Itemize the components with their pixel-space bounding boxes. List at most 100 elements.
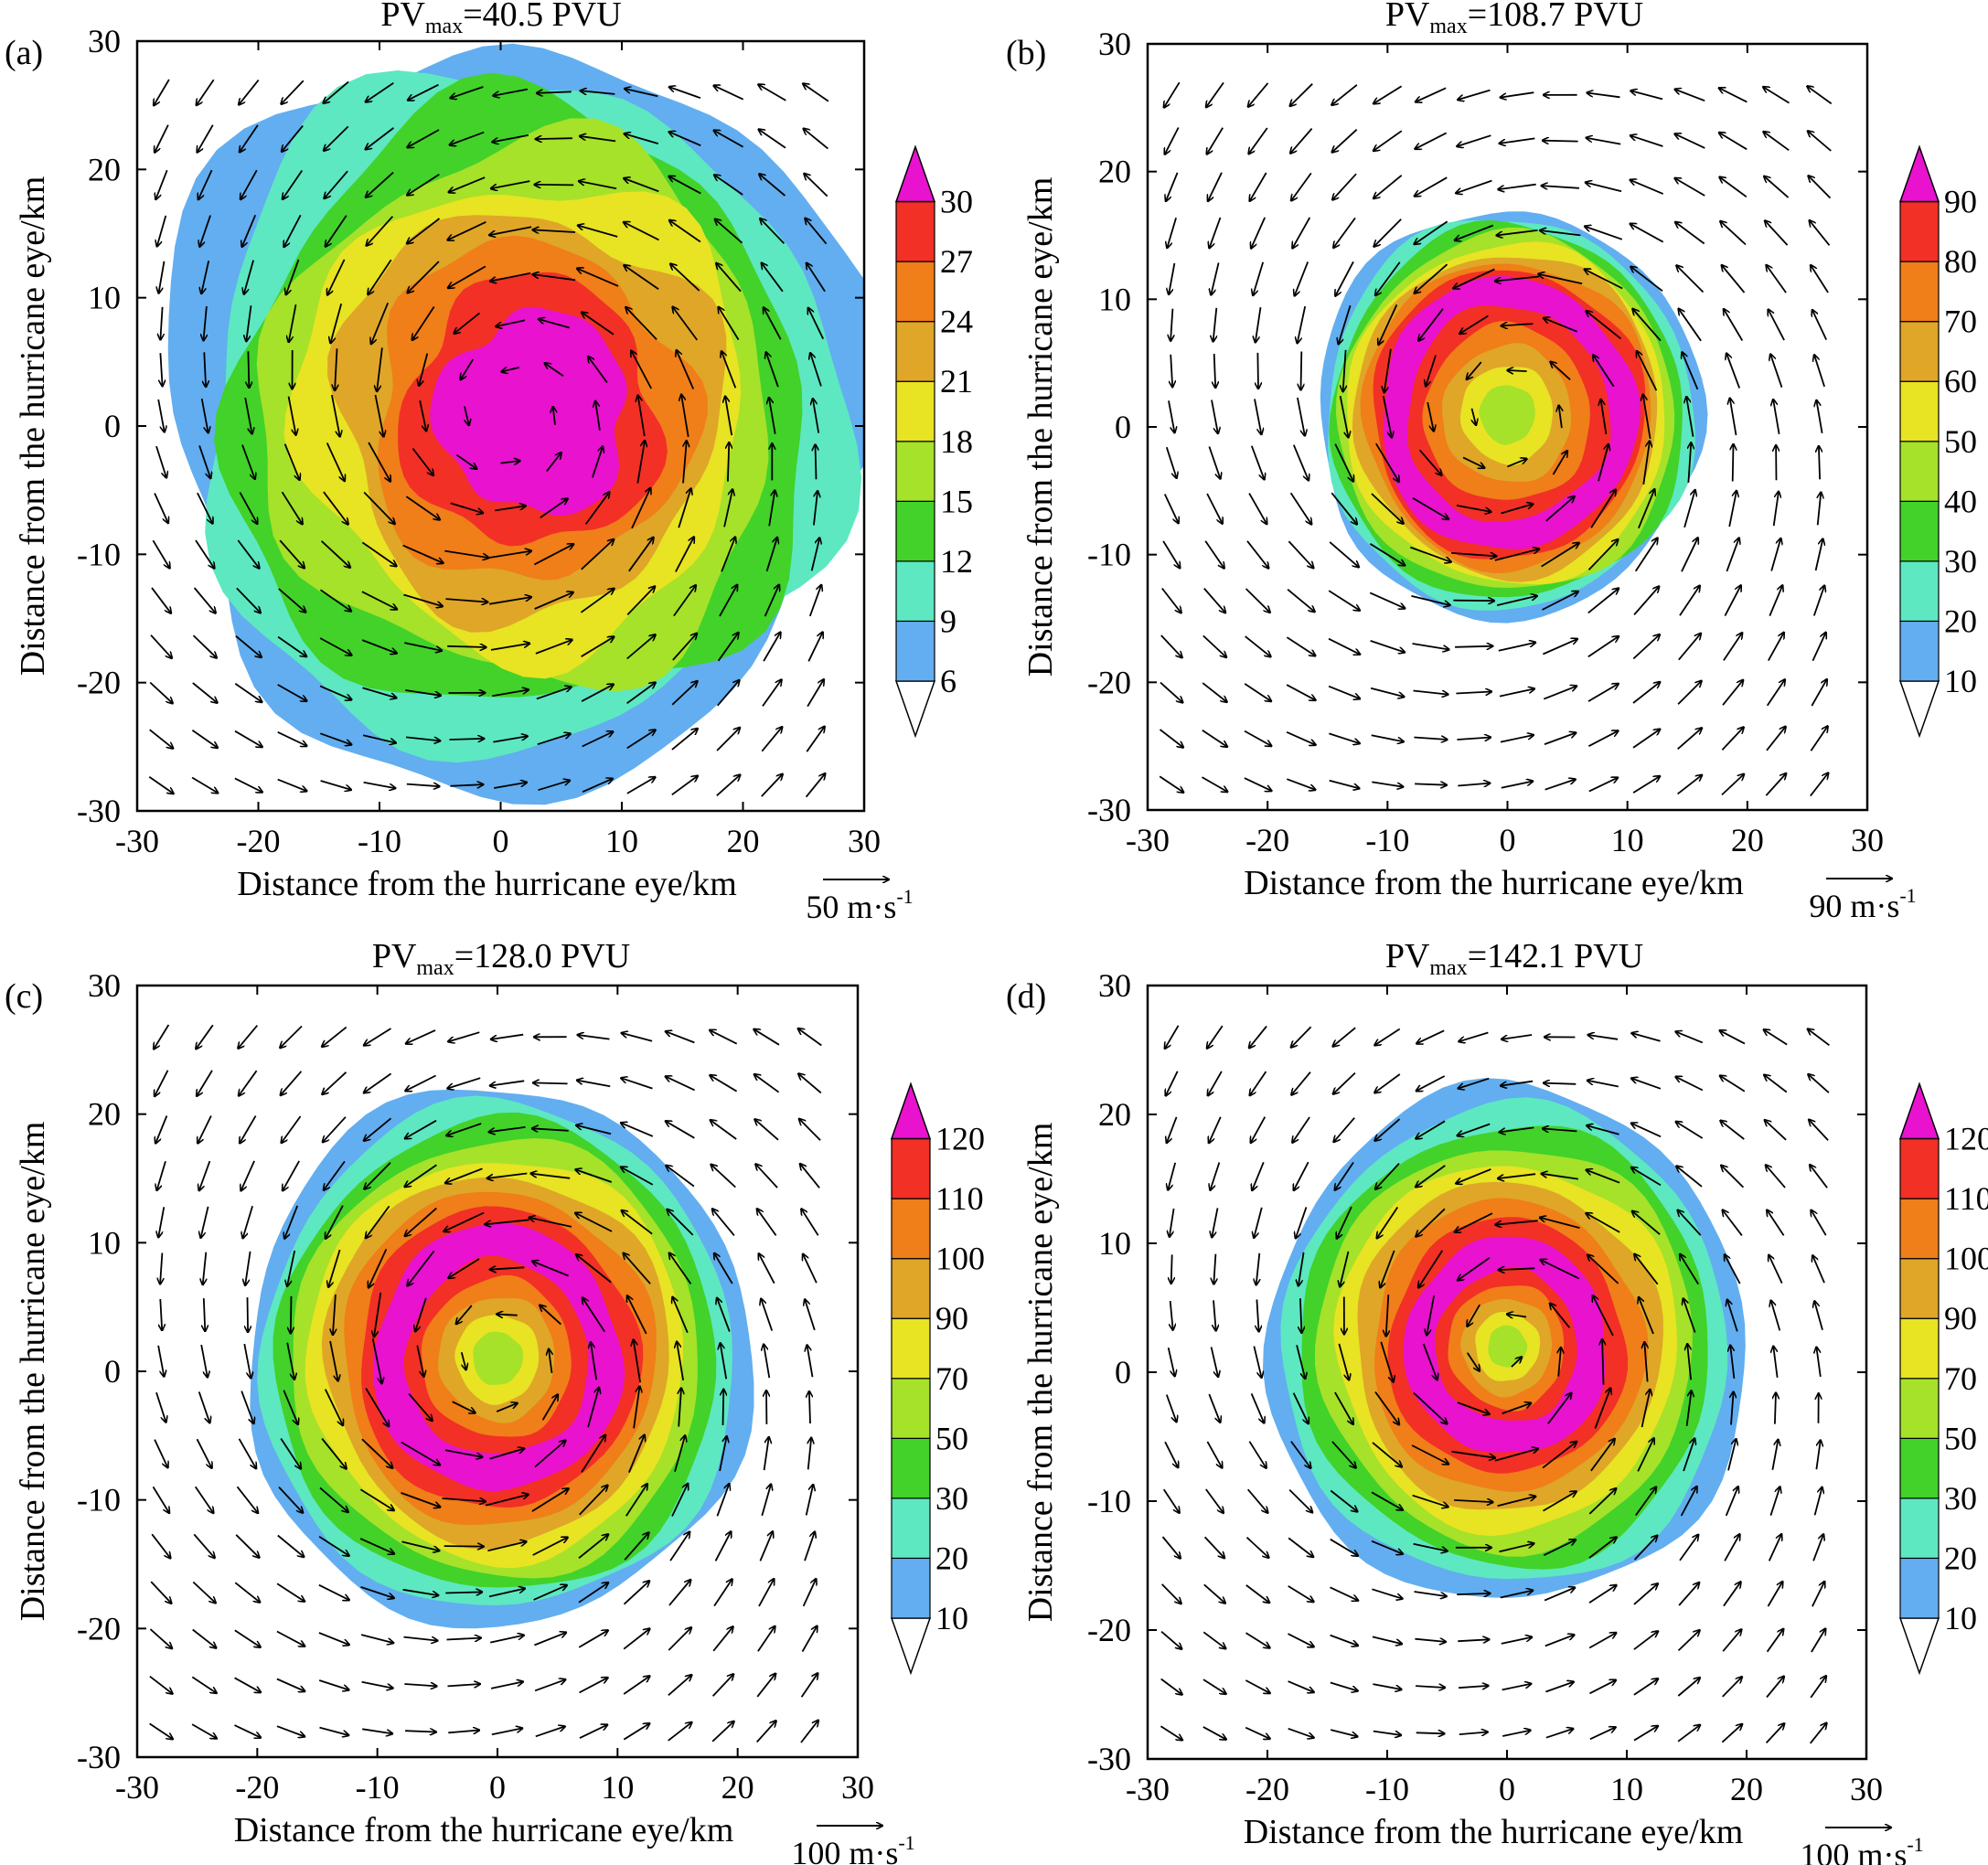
wind-arrow [541,1394,559,1421]
wind-arrow [489,597,531,605]
wind-arrow [1812,633,1825,662]
y-tick-label: -20 [1087,1612,1131,1648]
wind-arrow [1766,1629,1784,1653]
wind-arrow [496,319,526,326]
wind-arrow [1377,1207,1399,1239]
wind-arrow [326,442,345,482]
wind-arrow [490,644,529,651]
wind-arrow [154,79,170,105]
panel-label: (c) [5,977,43,1016]
y-axis-label: Distance from the hurricane eye/km [1021,1123,1060,1623]
y-tick-label: 20 [88,151,121,187]
panel-title: PVmax=108.7 PVU [1385,0,1643,38]
wind-arrow [626,586,655,616]
colorbar-label: 30 [935,1480,968,1517]
wind-arrow [1542,186,1579,188]
wind-arrow [1457,1593,1490,1594]
wind-arrow [535,1726,565,1738]
wind-arrow [1456,179,1492,194]
wind-arrow [1585,227,1623,240]
wind-arrow [447,1684,481,1686]
wind-arrow [1328,685,1360,699]
colorbar-segment [891,1378,931,1439]
wind-arrow [1543,141,1578,142]
wind-arrow [1203,588,1225,613]
wind-arrow [1253,261,1265,295]
wind-arrow [1769,1487,1780,1516]
wind-arrow [1250,1393,1265,1423]
wind-arrow [322,1071,347,1094]
wind-arrow [1414,1591,1447,1596]
wind-arrow [721,537,735,572]
x-tick-label: 0 [1500,822,1516,858]
colorbar-max-extension [894,144,936,203]
wind-vectors [1160,1025,1830,1744]
wind-arrow [579,1486,608,1516]
wind-arrow [445,599,488,602]
colorbar-segment [1899,380,1940,442]
wind-arrow [1675,1031,1704,1044]
x-tick-label: 0 [1499,1771,1515,1807]
panel-label: (d) [1006,977,1046,1016]
wind-arrow [1545,1682,1574,1693]
wind-arrow [1422,1343,1438,1380]
wind-arrow [490,1267,525,1269]
wind-arrow [1286,730,1316,745]
wind-arrow [1502,1403,1532,1414]
wind-arrow [800,1673,818,1698]
wind-arrow [198,169,213,199]
wind-arrow [1811,1629,1825,1653]
wind-arrow [1343,349,1346,392]
wind-arrow [1167,1348,1175,1376]
wind-arrow [319,637,351,655]
wind-arrow [405,496,440,519]
wind-arrow [679,1388,681,1427]
wind-arrow [674,1435,685,1473]
wind-arrow [1415,783,1447,784]
wind-arrow [581,685,614,702]
wind-arrow [151,587,171,613]
y-tick-label: -10 [1087,1483,1131,1519]
wind-arrow [804,174,828,197]
wind-arrow [1375,442,1399,482]
wind-arrow [401,1492,441,1508]
wind-arrow [444,549,488,559]
wind-arrow [668,1580,690,1606]
wind-arrow [407,129,440,147]
wind-arrow [448,1731,479,1733]
wind-arrow [234,1629,261,1647]
wind-arrow [1459,314,1489,335]
colorbar-segment [1899,200,1940,262]
wind-arrow [1499,1543,1534,1553]
wind-arrow [1633,1536,1658,1561]
wind-arrow [1451,1450,1496,1458]
wind-arrow [1378,304,1398,345]
wind-arrow [1288,1537,1313,1557]
wind-arrow [1386,1295,1389,1337]
wind-arrow [1292,444,1309,481]
wind-arrow [1458,1123,1491,1136]
wind-arrow [1209,217,1222,248]
x-axis-label: Distance from the hurricane eye/km [1244,1813,1744,1851]
wind-arrow [192,1581,216,1604]
wind-arrow [546,453,561,473]
wind-arrow [1337,1206,1352,1239]
wind-arrow [1244,730,1271,746]
wind-arrow [1632,309,1662,342]
wind-arrow [1675,90,1705,102]
wind-arrow [234,1677,262,1692]
wind-arrow [580,589,614,613]
wind-arrow [1721,1724,1742,1743]
wind-arrow [1256,306,1262,342]
wind-arrow [1249,127,1268,154]
wind-arrow [711,1165,736,1188]
wind-arrow [1338,1343,1349,1380]
wind-arrow [583,1298,606,1333]
wind-arrow [1202,1631,1225,1648]
wind-arrow [442,1498,486,1501]
wind-arrow [638,396,646,437]
wind-arrow [234,1724,262,1738]
wind-arrow [760,218,786,244]
y-tick-label: -30 [1087,792,1131,828]
wind-arrow [1209,1116,1222,1144]
